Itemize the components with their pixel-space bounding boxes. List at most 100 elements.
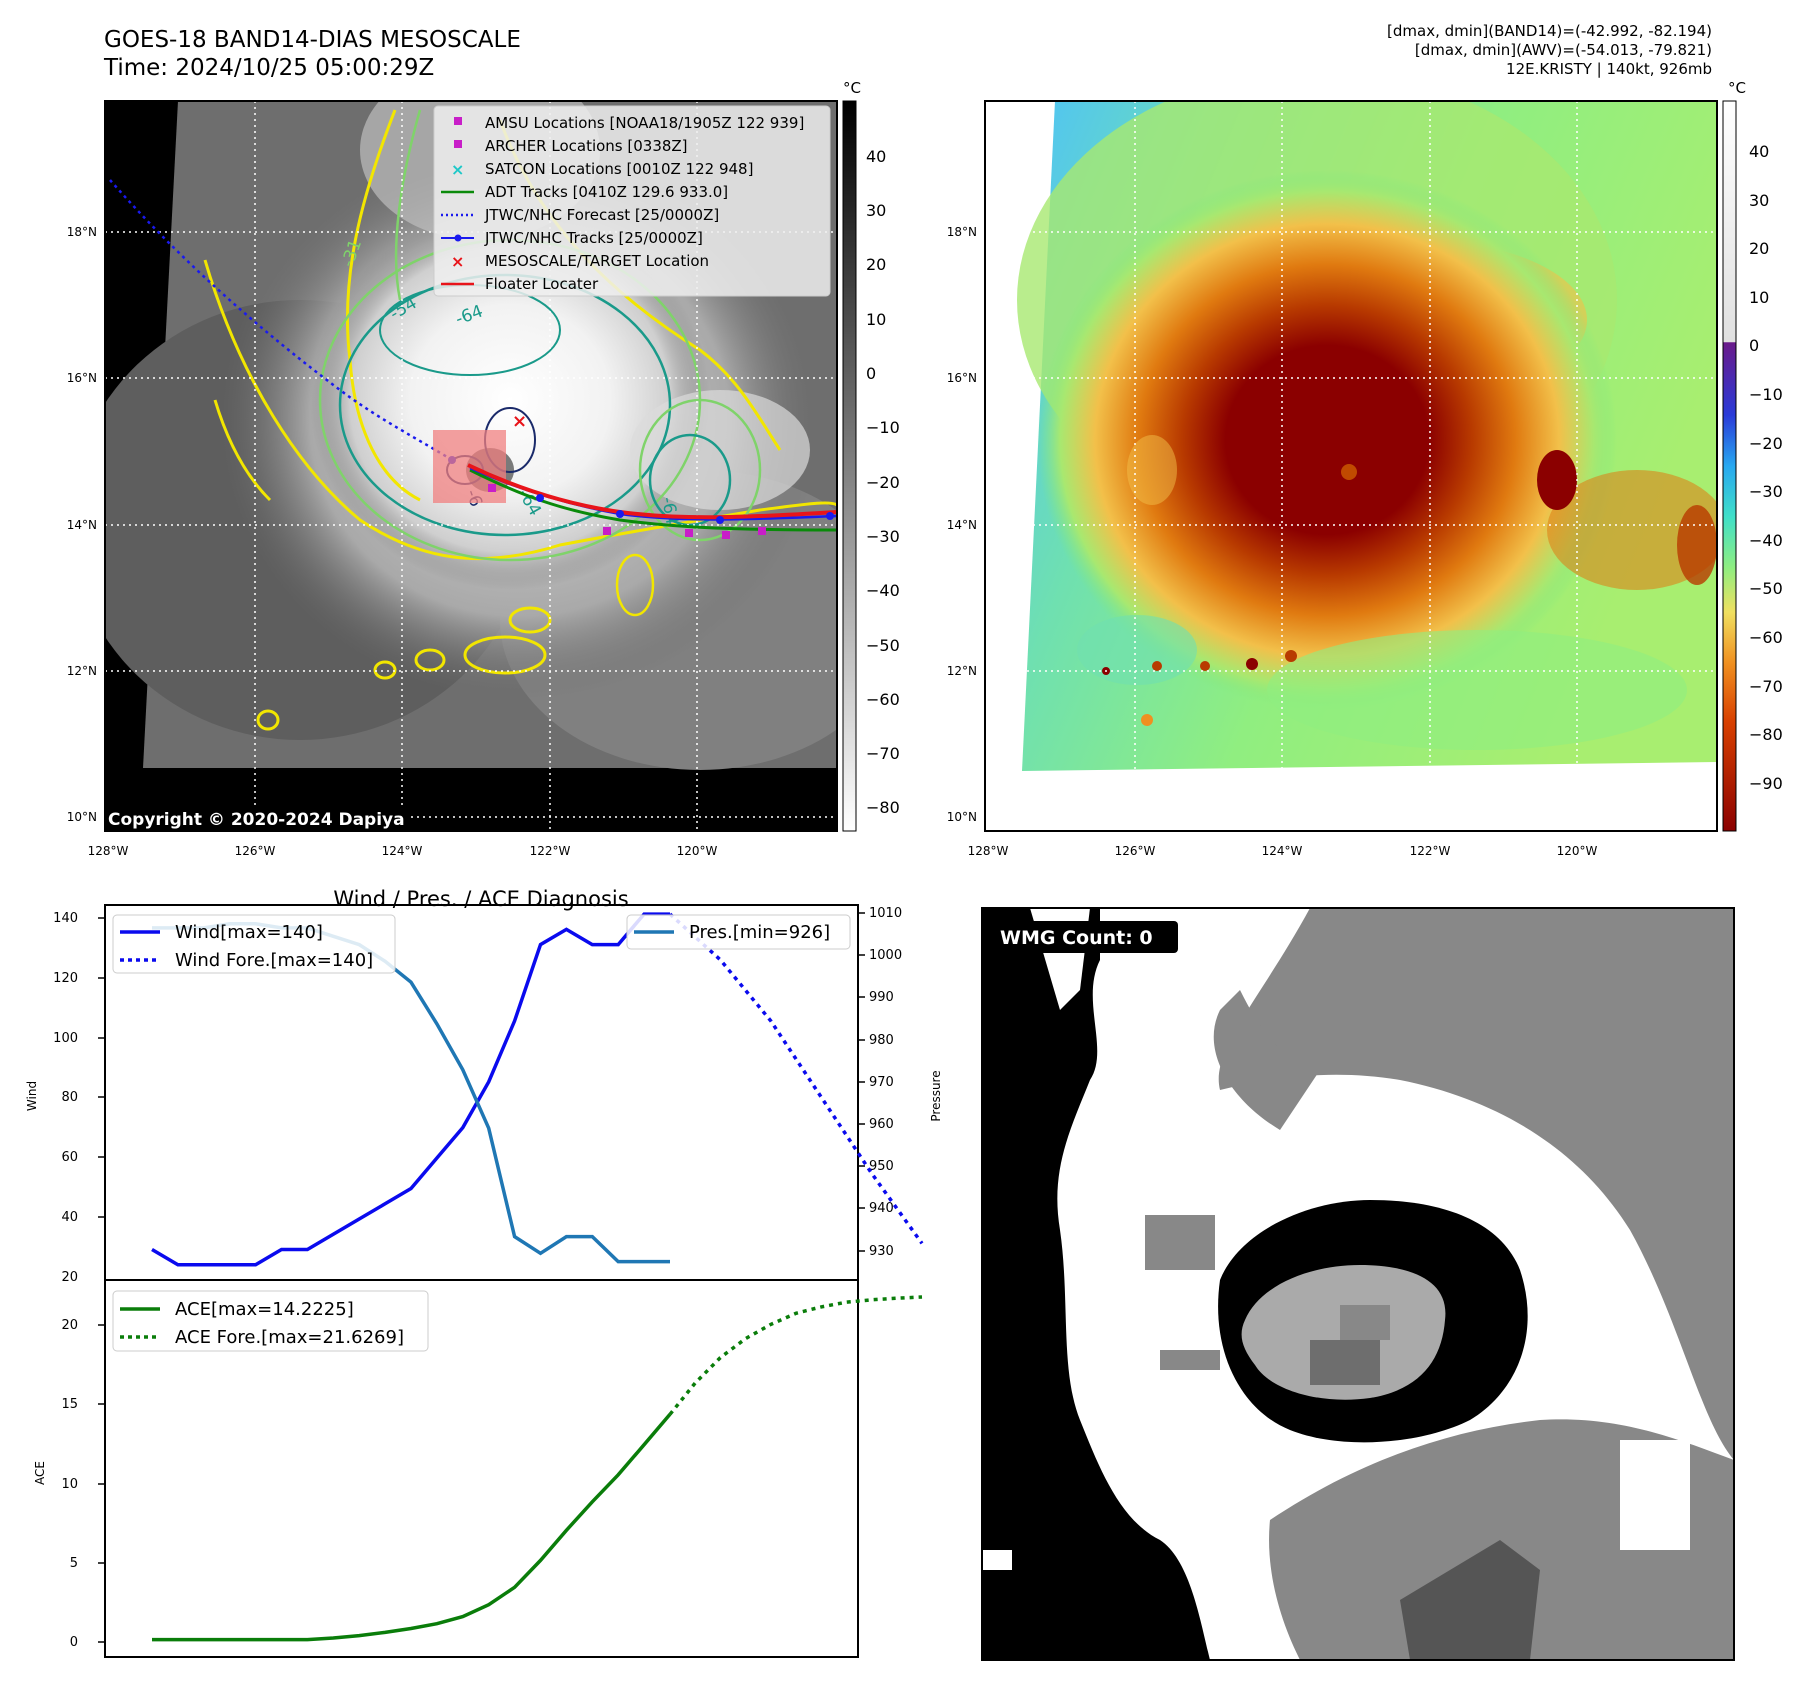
left-map-legend: AMSU Locations [NOAA18/1905Z 122 939] AR… bbox=[433, 105, 831, 297]
contour-yellow-outer bbox=[203, 259, 837, 561]
svg-text:−30: −30 bbox=[866, 527, 900, 546]
track-points bbox=[536, 494, 834, 524]
svg-text:930: 930 bbox=[869, 1244, 894, 1259]
svg-text:124°W: 124°W bbox=[382, 844, 423, 858]
svg-text:−70: −70 bbox=[866, 744, 900, 763]
svg-text:980: 980 bbox=[869, 1033, 894, 1048]
series-line-ace-fore-max-21-6269 bbox=[668, 1295, 923, 1416]
svg-text:−70: −70 bbox=[1749, 677, 1783, 696]
svg-text:18°N: 18°N bbox=[67, 225, 97, 239]
left-map-lon-labels: 128°W 126°W 124°W 122°W 120°W bbox=[88, 844, 718, 858]
ace-axis-label: ACE bbox=[33, 1461, 47, 1485]
svg-text:10: 10 bbox=[61, 1477, 78, 1492]
svg-text:−90: −90 bbox=[1749, 774, 1783, 793]
svg-text:15: 15 bbox=[61, 1397, 78, 1412]
title-line-1: GOES-18 BAND14-DIAS MESOSCALE bbox=[104, 27, 521, 53]
diagnosis-charts: Wind / Pres. / ACE Diagnosis Wind Pressu… bbox=[25, 887, 943, 1658]
series-line-pres-min-926 bbox=[152, 922, 670, 1264]
legend-ace: ACE[max=14.2225] bbox=[175, 1299, 354, 1320]
svg-text:124°W: 124°W bbox=[1262, 844, 1303, 858]
svg-text:10: 10 bbox=[1749, 288, 1769, 307]
right-map-gridlines bbox=[985, 101, 1717, 831]
svg-text:0: 0 bbox=[70, 1635, 78, 1650]
svg-text:5: 5 bbox=[70, 1556, 78, 1571]
svg-text:120: 120 bbox=[53, 971, 78, 986]
svg-text:100: 100 bbox=[53, 1031, 78, 1046]
left-map-panel: -31 -54 -64 -64 -64 -6 bbox=[67, 79, 900, 858]
wmg-panel: WMG Count: 0 bbox=[981, 907, 1735, 1661]
svg-text:−80: −80 bbox=[1749, 725, 1783, 744]
svg-text:80: 80 bbox=[61, 1090, 78, 1105]
svg-text:10°N: 10°N bbox=[947, 810, 977, 824]
svg-text:14°N: 14°N bbox=[947, 518, 977, 532]
svg-text:18°N: 18°N bbox=[947, 225, 977, 239]
legend-pressure: Pres.[min=926] bbox=[689, 922, 830, 943]
wind-ticks: 140 120 100 80 60 40 20 bbox=[53, 911, 78, 1285]
wind-legend: Wind[max=140] Wind Fore.[max=140] bbox=[112, 914, 396, 974]
svg-text:0: 0 bbox=[1749, 336, 1759, 355]
info-line-1: [dmax, dmin](BAND14)=(-42.992, -82.194) bbox=[1387, 22, 1712, 40]
svg-text:20: 20 bbox=[61, 1318, 78, 1333]
svg-text:−10: −10 bbox=[866, 418, 900, 437]
pressure-ticks: 1010 1000 990 980 970 960 950 940 930 bbox=[869, 906, 902, 1259]
svg-text:126°W: 126°W bbox=[1115, 844, 1156, 858]
svg-text:60: 60 bbox=[61, 1150, 78, 1165]
svg-text:10°N: 10°N bbox=[67, 810, 97, 824]
svg-text:120°W: 120°W bbox=[677, 844, 718, 858]
right-colorbar bbox=[1722, 100, 1737, 832]
svg-text:40: 40 bbox=[866, 147, 886, 166]
amsu-markers bbox=[488, 484, 766, 539]
legend-target: MESOSCALE/TARGET Location bbox=[485, 252, 709, 270]
series-line-wind-fore-max-140 bbox=[668, 912, 924, 1245]
svg-text:990: 990 bbox=[869, 990, 894, 1005]
wmg-label: WMG Count: 0 bbox=[1000, 927, 1153, 949]
svg-text:20: 20 bbox=[61, 1270, 78, 1285]
svg-text:−20: −20 bbox=[1749, 434, 1783, 453]
legend-amsu: AMSU Locations [NOAA18/1905Z 122 939] bbox=[485, 114, 804, 132]
svg-text:950: 950 bbox=[869, 1159, 894, 1174]
svg-text:140: 140 bbox=[53, 911, 78, 926]
svg-text:128°W: 128°W bbox=[88, 844, 129, 858]
copyright-box bbox=[105, 805, 408, 831]
right-colorbar-unit: °C bbox=[1728, 79, 1746, 97]
series-line-wind-max-140 bbox=[151, 912, 670, 1267]
svg-text:30: 30 bbox=[1749, 191, 1769, 210]
pressure-axis-label: Pressure bbox=[929, 1070, 943, 1121]
copyright-text: Copyright © 2020-2024 Dapiya bbox=[108, 810, 405, 830]
svg-text:970: 970 bbox=[869, 1075, 894, 1090]
svg-text:×: × bbox=[451, 252, 464, 271]
svg-text:120°W: 120°W bbox=[1557, 844, 1598, 858]
wmg-black-region bbox=[982, 908, 1210, 1660]
svg-text:−50: −50 bbox=[1749, 579, 1783, 598]
wmg-label-box bbox=[992, 921, 1178, 953]
left-colorbar bbox=[842, 100, 857, 832]
svg-text:14°N: 14°N bbox=[67, 518, 97, 532]
svg-text:−40: −40 bbox=[866, 581, 900, 600]
chart-title: Wind / Pres. / ACE Diagnosis bbox=[333, 887, 628, 911]
svg-text:40: 40 bbox=[1749, 142, 1769, 161]
svg-text:×: × bbox=[451, 160, 464, 179]
svg-text:960: 960 bbox=[869, 1117, 894, 1132]
svg-text:16°N: 16°N bbox=[947, 371, 977, 385]
svg-text:126°W: 126°W bbox=[235, 844, 276, 858]
svg-text:16°N: 16°N bbox=[67, 371, 97, 385]
target-marker: × bbox=[512, 411, 527, 432]
legend-archer: ARCHER Locations [0338Z] bbox=[485, 137, 688, 155]
left-colorbar-ticks: 40 30 20 10 0 −10 −20 −30 −40 −50 −60 −7… bbox=[866, 147, 900, 817]
legend-jtwc-forecast: JTWC/NHC Forecast [25/0000Z] bbox=[484, 206, 719, 224]
title-line-2: Time: 2024/10/25 05:00:29Z bbox=[104, 55, 435, 81]
svg-text:−60: −60 bbox=[1749, 628, 1783, 647]
svg-text:−60: −60 bbox=[866, 690, 900, 709]
right-map-lat-labels: 18°N 16°N 14°N 12°N 10°N bbox=[947, 225, 977, 824]
svg-text:30: 30 bbox=[866, 201, 886, 220]
svg-text:−30: −30 bbox=[1749, 482, 1783, 501]
svg-text:122°W: 122°W bbox=[530, 844, 571, 858]
wmg-gray-band bbox=[1218, 908, 1734, 1460]
wind-axis-label: Wind bbox=[25, 1081, 39, 1111]
svg-text:−20: −20 bbox=[866, 473, 900, 492]
svg-text:122°W: 122°W bbox=[1410, 844, 1451, 858]
svg-text:128°W: 128°W bbox=[968, 844, 1009, 858]
left-map-lat-labels: 18°N 16°N 14°N 12°N 10°N bbox=[67, 225, 97, 824]
left-colorbar-unit: °C bbox=[843, 79, 861, 97]
